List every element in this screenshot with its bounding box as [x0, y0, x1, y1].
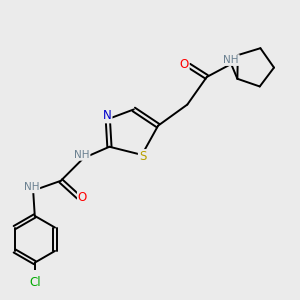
- Text: O: O: [179, 58, 189, 71]
- Text: O: O: [78, 190, 87, 204]
- Text: NH: NH: [24, 182, 39, 192]
- Text: NH: NH: [74, 150, 90, 160]
- Text: S: S: [139, 150, 146, 163]
- Text: NH: NH: [224, 55, 239, 65]
- Text: N: N: [103, 110, 112, 122]
- Text: Cl: Cl: [29, 276, 40, 289]
